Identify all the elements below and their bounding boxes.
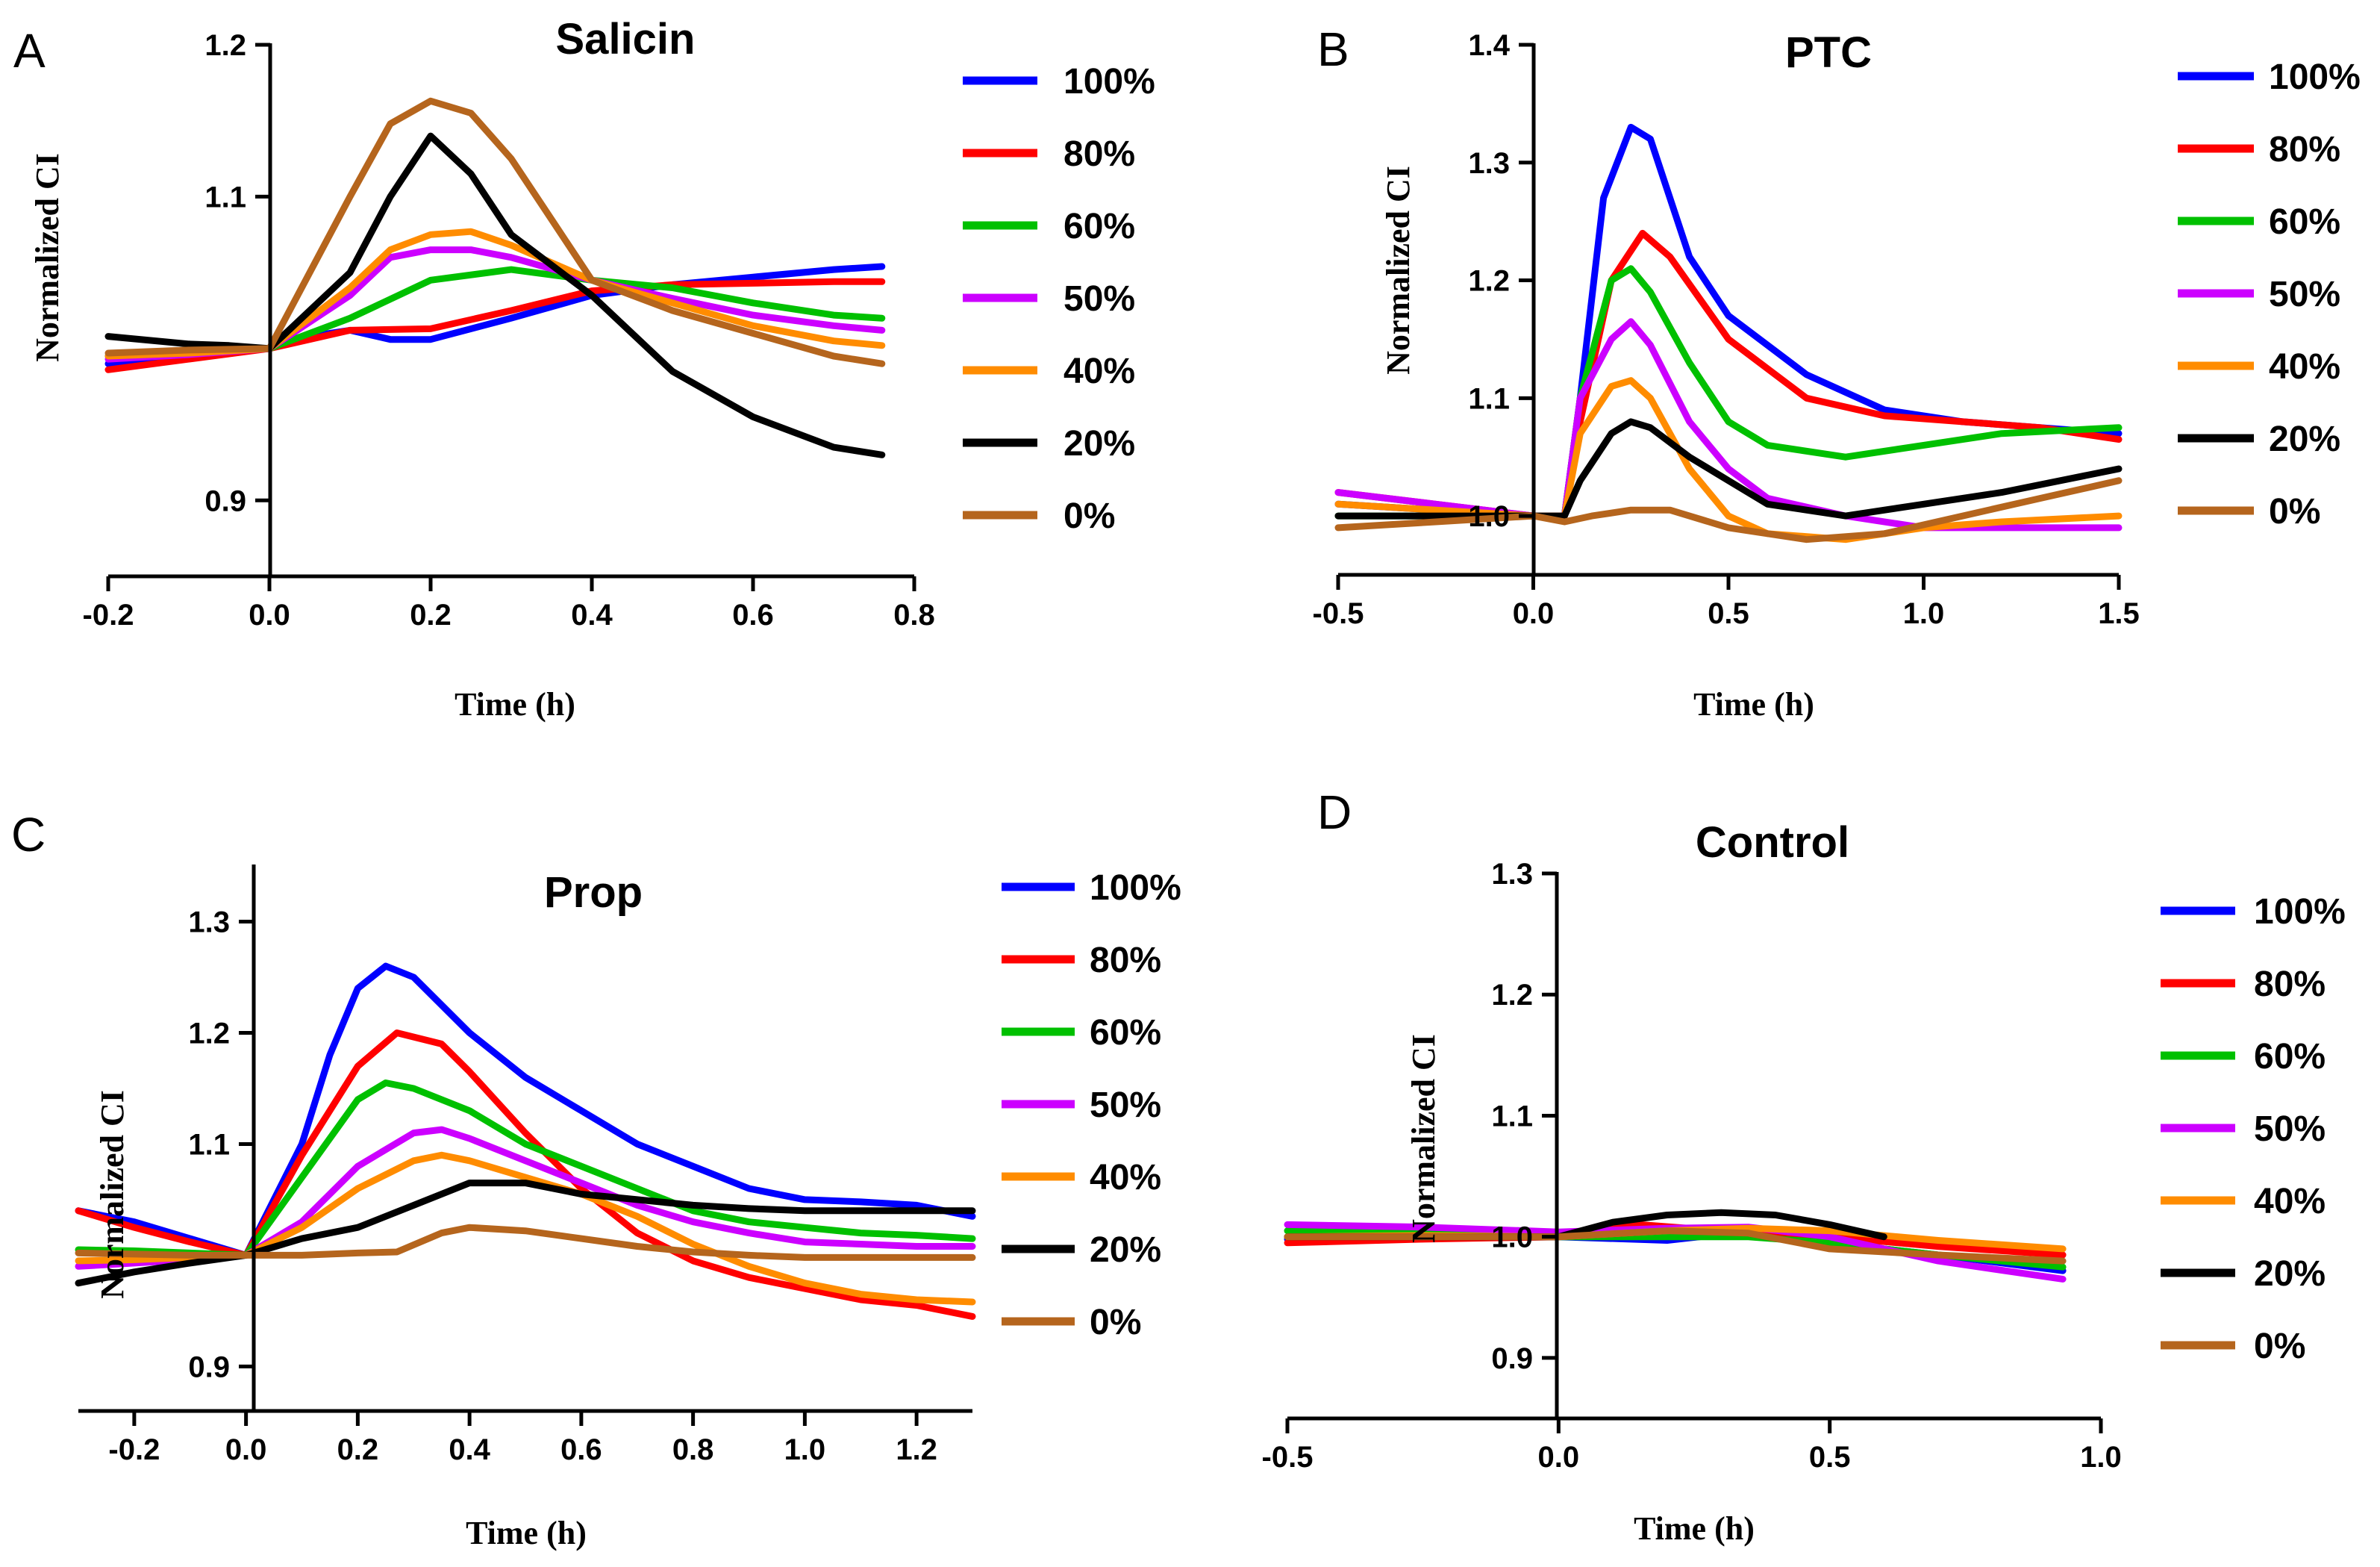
panel-a-x-tick-label: 0.0: [249, 599, 290, 632]
panel-a-x-tick-label: 0.2: [410, 599, 452, 632]
panel-d-y-tick-label: 1.1: [1491, 1100, 1533, 1133]
panel-b-legend-label: 40%: [2269, 347, 2340, 387]
panel-c-legend-label: 60%: [1090, 1013, 1161, 1053]
panel-a-y-tick-label: 1.1: [204, 181, 246, 214]
panel-a-x-tick-label: 0.8: [893, 599, 935, 632]
panel-b-y-tick-label: 1.1: [1468, 382, 1510, 415]
panel-d-y-tick-label: 1.2: [1491, 979, 1533, 1012]
panel-d-x-tick-label: 0.0: [1538, 1441, 1580, 1474]
panel-a-title: Salicin: [556, 15, 696, 63]
panel-d-x-label: Time (h): [1634, 1510, 1755, 1547]
panel-c-y-tick-label: 1.2: [188, 1017, 230, 1050]
panel-c-y-label: Normalized CI: [94, 1090, 131, 1299]
panel-a-x-tick-label: 0.6: [732, 599, 774, 632]
panel-a-y-tick-label: 0.9: [204, 485, 246, 517]
panel-d-legend-label: 50%: [2254, 1109, 2326, 1149]
panel-c-y-tick-label: 1.1: [188, 1128, 230, 1161]
panel-a-x-label: Time (h): [455, 686, 575, 723]
panel-a-legend-label: 100%: [1063, 62, 1155, 102]
panel-a-legend-label: 40%: [1063, 352, 1135, 391]
panel-c-legend-label: 20%: [1090, 1230, 1161, 1270]
panel-c-legend-label: 50%: [1090, 1085, 1161, 1125]
panel-b-legend-label: 20%: [2269, 420, 2340, 459]
panel-c-legend-label: 40%: [1090, 1158, 1161, 1197]
panel-d-legend-label: 100%: [2254, 892, 2346, 932]
panel-d-legend-label: 0%: [2254, 1327, 2305, 1366]
panel-a-legend-label: 60%: [1063, 207, 1135, 246]
panel-d-legend-label: 80%: [2254, 965, 2326, 1004]
panel-d-y-label: Normalized CI: [1405, 1034, 1442, 1243]
panel-b-legend-label: 80%: [2269, 130, 2340, 169]
panel-b-legend-label: 50%: [2269, 275, 2340, 314]
panel-a-series-0pct: [104, 97, 886, 367]
panel-a-legend-label: 80%: [1063, 134, 1135, 174]
panel-c-legend-label: 0%: [1090, 1303, 1141, 1342]
panel-b-series-100pct: [1334, 123, 2123, 520]
panel-a-x-tick-label: 0.4: [571, 599, 613, 632]
panel-d-x-tick-label: 0.5: [1809, 1441, 1851, 1474]
panel-c-x-tick-label: 1.0: [784, 1433, 826, 1466]
panel-b-x-tick-label: 1.0: [1903, 597, 1945, 630]
panel-b-y-label: Normalized CI: [1380, 166, 1417, 375]
panel-b-y-tick-label: 1.2: [1468, 265, 1510, 298]
panel-b-x-label: Time (h): [1693, 686, 1814, 723]
panel-b-y-tick-label: 1.4: [1468, 29, 1510, 62]
panel-c-x-tick-label: 0.2: [337, 1433, 379, 1466]
panel-c-x-tick-label: 0.8: [672, 1433, 714, 1466]
panel-a-legend-label: 50%: [1063, 279, 1135, 319]
panel-d-legend-label: 60%: [2254, 1037, 2326, 1077]
panel-a-y-label: Normalized CI: [29, 153, 66, 362]
panel-c-x-tick-label: 0.4: [449, 1433, 490, 1466]
panel-c-y-tick-label: 0.9: [188, 1351, 230, 1383]
panel-b-title: PTC: [1785, 28, 1872, 77]
panel-c-legend-label: 100%: [1090, 868, 1181, 908]
panel-a-letter: A: [13, 24, 46, 78]
panel-b-series-80pct: [1334, 229, 2123, 520]
panel-c-legend-label: 80%: [1090, 941, 1161, 980]
panel-d-series-0pct: [1284, 1227, 2067, 1265]
panel-d-y-tick-label: 1.0: [1491, 1221, 1533, 1254]
panel-b-letter: B: [1317, 22, 1349, 76]
panel-d-y-tick-label: 0.9: [1491, 1342, 1533, 1375]
panel-d-x-tick-label: -0.5: [1262, 1441, 1314, 1474]
panel-b-legend-label: 60%: [2269, 202, 2340, 242]
panel-b-legend-label: 0%: [2269, 492, 2320, 532]
panel-a-y-tick-label: 1.2: [204, 29, 246, 62]
panel-c-x-tick-label: 1.2: [896, 1433, 937, 1466]
panel-d-legend-label: 20%: [2254, 1254, 2326, 1294]
panel-b-legend-label: 100%: [2269, 57, 2361, 97]
panel-d-x-tick-label: 1.0: [2080, 1441, 2122, 1474]
panel-b-x-tick-label: 1.5: [2098, 597, 2140, 630]
panel-c-x-tick-label: 0.6: [560, 1433, 602, 1466]
panel-c-x-label: Time (h): [466, 1515, 587, 1551]
panel-c-x-tick-label: 0.0: [225, 1433, 267, 1466]
panel-b-x-tick-label: 0.5: [1708, 597, 1749, 630]
panel-c-y-tick-label: 1.3: [188, 906, 230, 938]
panel-c-letter: C: [11, 808, 46, 862]
panel-c-x-tick-label: -0.2: [108, 1433, 160, 1466]
panel-b-x-tick-label: 0.0: [1513, 597, 1555, 630]
panel-a-x-tick-label: -0.2: [83, 599, 134, 632]
panel-d-legend-label: 40%: [2254, 1182, 2326, 1221]
panel-d-title: Control: [1696, 818, 1849, 867]
panel-a-legend-label: 20%: [1063, 424, 1135, 464]
panel-b-x-tick-label: -0.5: [1313, 597, 1364, 630]
panel-b-y-tick-label: 1.3: [1468, 147, 1510, 180]
panel-c-title: Prop: [544, 868, 643, 917]
panel-d-y-tick-label: 1.3: [1491, 858, 1533, 891]
panel-b-y-tick-label: 1.0: [1468, 500, 1510, 533]
panel-a-legend-label: 0%: [1063, 496, 1115, 536]
panel-d-letter: D: [1317, 785, 1352, 839]
panel-c-series-0pct: [75, 1224, 976, 1261]
